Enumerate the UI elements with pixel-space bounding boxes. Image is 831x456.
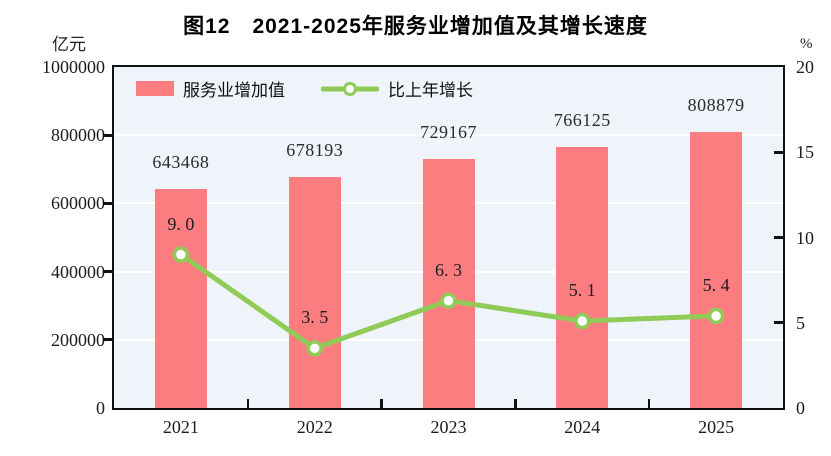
left-axis-tick	[103, 201, 112, 205]
bar-value-label: 643468	[152, 151, 210, 172]
data-point-marker	[574, 312, 591, 330]
bar-value-label: 808879	[687, 95, 745, 116]
gridline	[114, 134, 783, 137]
right-axis-tick	[774, 236, 783, 239]
left-axis-tick-label: 0	[96, 398, 105, 418]
left-axis-tick-labels: 0 200000 400000 600000 800000 1000000	[20, 0, 105, 456]
right-axis-tick-label: 15	[796, 142, 814, 163]
bar-series-swatch	[136, 81, 174, 96]
legend-label: 比上年增长	[388, 81, 473, 100]
line-point-label: 9. 0	[167, 213, 195, 234]
bar-value-label: 766125	[553, 109, 611, 130]
x-axis-tick	[380, 399, 383, 408]
left-axis-tick-label: 1000000	[42, 57, 105, 77]
legend-item-bar: 服务业增加值	[136, 76, 285, 101]
data-point-marker	[306, 340, 323, 357]
x-axis-tick	[514, 399, 517, 408]
growth-line-chart	[172, 246, 725, 357]
x-axis-label-2025: 2025	[698, 417, 735, 437]
line-point-label: 5. 4	[702, 274, 730, 295]
line-point-label: 6. 3	[435, 259, 462, 280]
data-point-marker	[440, 292, 457, 309]
bar-2024	[556, 146, 609, 408]
x-axis-label-2024: 2024	[564, 417, 601, 437]
bar-value-label: 729167	[420, 122, 477, 143]
data-point-marker	[707, 307, 725, 325]
plot-area: 服务业增加值 比上年增长 643468 678193 729167 766125 8088…	[103, 65, 785, 410]
x-axis-tick	[647, 399, 651, 408]
right-axis-tick-labels: 0 5 10 15 20	[796, 0, 831, 456]
legend-item-line: 比上年增长	[321, 76, 473, 101]
chart-title: 图12 2021-2025年服务业增加值及其增长速度	[183, 15, 648, 38]
data-point-marker	[172, 246, 190, 263]
chart-legend: 服务业增加值 比上年增长	[136, 76, 473, 101]
left-axis-tick-label: 400000	[51, 261, 105, 282]
right-axis-tick-label: 5	[796, 312, 805, 333]
legend-label: 服务业增加值	[183, 81, 285, 100]
bar-2021	[154, 188, 207, 408]
x-axis-tick	[246, 399, 250, 408]
right-axis-tick	[774, 321, 783, 325]
line-series-swatch	[321, 81, 379, 96]
right-axis-tick-label: 0	[796, 398, 805, 418]
right-axis-tick	[774, 150, 783, 154]
bar-2025	[690, 132, 743, 408]
left-axis-tick-label: 800000	[51, 125, 105, 146]
right-axis-tick-label: 20	[796, 57, 814, 77]
left-axis-unit-label: 亿元	[52, 35, 86, 54]
left-axis-tick-label: 200000	[51, 329, 105, 350]
line-point-label: 3. 5	[301, 307, 329, 328]
right-axis-tick-label: 10	[796, 227, 814, 248]
left-axis-tick	[103, 338, 112, 342]
line-point-label: 5. 1	[568, 280, 596, 301]
left-axis-tick	[103, 133, 112, 137]
right-axis-unit-label: %	[800, 36, 813, 52]
x-axis-label-2023: 2023	[430, 417, 467, 437]
x-axis-label-2021: 2021	[162, 417, 199, 437]
x-axis-label-2022: 2022	[296, 417, 333, 437]
bar-2022	[288, 176, 341, 408]
bar-value-label: 678193	[286, 139, 344, 160]
bar-2023	[422, 159, 475, 408]
left-axis-tick-label: 600000	[51, 193, 105, 214]
left-axis-tick	[103, 270, 112, 274]
